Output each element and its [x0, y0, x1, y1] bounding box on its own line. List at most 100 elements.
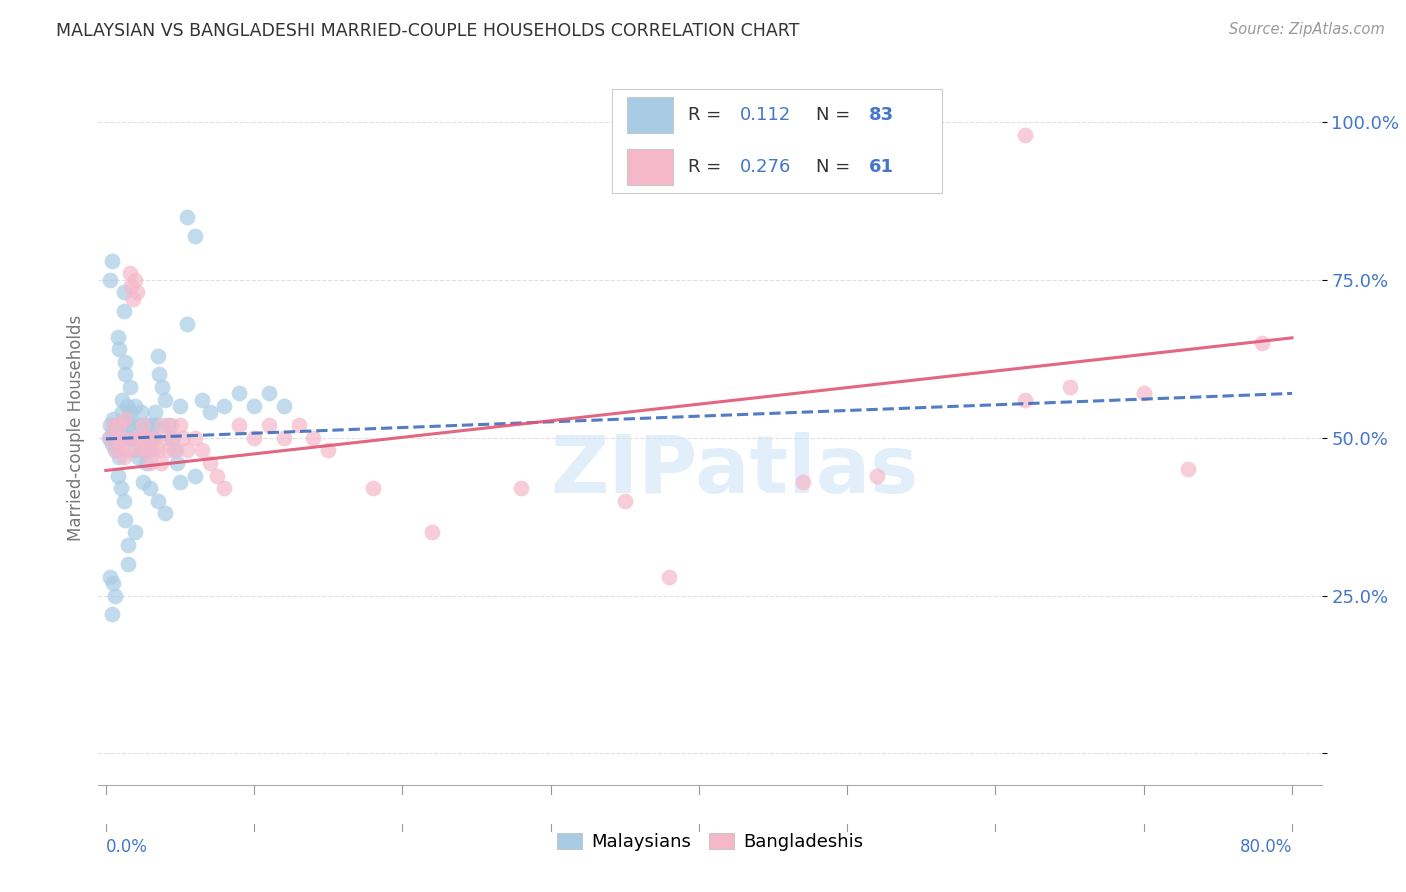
Point [135, 456, 157, 470]
Point [134, 443, 156, 458]
Point [98, 273, 121, 287]
Point [124, 525, 146, 540]
Point [114, 411, 136, 425]
Point [139, 481, 162, 495]
Point [150, 380, 173, 394]
Point [129, 417, 152, 432]
Point [108, 417, 131, 432]
Point [361, 481, 384, 495]
Point [111, 405, 134, 419]
Point [117, 431, 139, 445]
Point [141, 417, 163, 432]
Text: 80.0%: 80.0% [1240, 838, 1292, 856]
Text: MALAYSIAN VS BANGLADESHI MARRIED-COUPLE HOUSEHOLDS CORRELATION CHART: MALAYSIAN VS BANGLADESHI MARRIED-COUPLE … [56, 22, 800, 40]
Point [129, 443, 152, 458]
Point [111, 392, 134, 407]
Point [120, 279, 142, 293]
Point [107, 329, 129, 343]
Point [792, 475, 814, 489]
Point [160, 431, 183, 445]
Point [198, 405, 221, 419]
Point [125, 431, 148, 445]
Point [108, 343, 131, 357]
Point [122, 443, 145, 458]
Point [114, 355, 136, 369]
Point [124, 399, 146, 413]
Point [146, 493, 169, 508]
Point [257, 417, 280, 432]
Point [112, 493, 135, 508]
Point [110, 417, 132, 432]
Point [172, 431, 194, 445]
Point [114, 368, 136, 382]
Legend: Malaysians, Bangladeshis: Malaysians, Bangladeshis [550, 825, 870, 858]
Point [132, 417, 155, 432]
Point [191, 443, 214, 458]
Point [149, 456, 172, 470]
Text: R =: R = [688, 106, 727, 124]
Point [146, 349, 169, 363]
Point [257, 386, 280, 401]
Point [205, 468, 228, 483]
Point [139, 456, 162, 470]
Point [115, 411, 138, 425]
Point [166, 456, 188, 470]
Point [104, 443, 127, 458]
Point [108, 450, 131, 464]
Point [132, 475, 155, 489]
Point [273, 431, 295, 445]
Point [153, 431, 176, 445]
Point [510, 481, 533, 495]
Point [103, 575, 125, 590]
Point [132, 431, 155, 445]
Text: R =: R = [688, 158, 727, 176]
Point [107, 468, 129, 483]
Point [103, 417, 125, 432]
Point [243, 431, 266, 445]
Point [169, 417, 191, 432]
Point [114, 513, 136, 527]
Point [142, 431, 165, 445]
Point [125, 285, 148, 300]
Text: Source: ZipAtlas.com: Source: ZipAtlas.com [1229, 22, 1385, 37]
Point [115, 399, 138, 413]
FancyBboxPatch shape [627, 149, 673, 185]
Point [112, 285, 135, 300]
Point [121, 417, 143, 432]
Point [111, 431, 134, 445]
Point [100, 607, 122, 622]
Point [191, 392, 214, 407]
Point [1132, 386, 1154, 401]
Point [302, 431, 325, 445]
Point [1177, 462, 1199, 476]
Point [184, 431, 207, 445]
Point [142, 443, 165, 458]
Point [136, 431, 159, 445]
Point [153, 392, 176, 407]
Point [127, 431, 149, 445]
Point [98, 569, 121, 583]
Text: 61: 61 [869, 158, 894, 176]
Point [148, 368, 170, 382]
Point [143, 405, 166, 419]
Text: 0.0%: 0.0% [105, 838, 148, 856]
Text: 83: 83 [869, 106, 894, 124]
Point [176, 443, 198, 458]
Point [169, 475, 191, 489]
Point [866, 468, 889, 483]
Point [122, 431, 145, 445]
Point [169, 399, 191, 413]
Text: 0.276: 0.276 [740, 158, 790, 176]
Text: N =: N = [817, 106, 856, 124]
Point [110, 443, 132, 458]
Point [143, 431, 166, 445]
Point [214, 399, 236, 413]
Point [613, 493, 636, 508]
Point [105, 443, 128, 458]
Point [120, 431, 142, 445]
Point [420, 525, 443, 540]
Point [138, 431, 160, 445]
Point [228, 417, 250, 432]
Point [316, 443, 339, 458]
Point [118, 267, 141, 281]
